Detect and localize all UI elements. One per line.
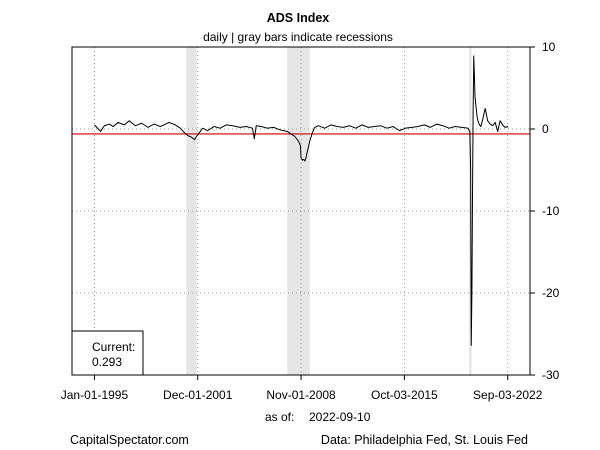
series: [94, 55, 509, 346]
footer-source-right: Data: Philadelphia Fed, St. Louis Fed: [321, 433, 528, 447]
current-box-frame: [71, 330, 144, 376]
y-tick-label-3: -10: [542, 204, 560, 218]
footer-source-left: CapitalSpectator.com: [70, 433, 189, 447]
y-tick-label-2: 0: [542, 122, 549, 136]
x-tick-label-1: Jan-01-1995: [61, 388, 129, 402]
x-tick-label-4: Oct-03-2015: [371, 388, 438, 402]
asof-label: as of:: [265, 410, 294, 424]
y-tick-label-5: -30: [542, 368, 560, 382]
recession-band-1: [186, 47, 197, 375]
current-box: Current: 0.293: [71, 330, 144, 376]
current-label: Current:: [92, 340, 135, 354]
x-tick-label-2: Dec-01-2001: [163, 388, 233, 402]
y-axis: 10 0 -10 -20 -30: [530, 40, 560, 382]
x-tick-label-5: Sep-03-2022: [473, 388, 543, 402]
asof-date: 2022-09-10: [309, 410, 371, 424]
x-axis: Jan-01-1995 Dec-01-2001 Nov-01-2008 Oct-03-…: [61, 375, 543, 402]
x-tick-label-3: Nov-01-2008: [266, 388, 336, 402]
current-value: 0.293: [92, 355, 122, 369]
y-tick-label-1: 10: [542, 40, 556, 54]
chart-subtitle: daily | gray bars indicate recessions: [203, 30, 393, 44]
y-tick-label-4: -20: [542, 286, 560, 300]
chart-title: ADS Index: [267, 11, 330, 25]
series-line-1: [94, 55, 509, 346]
recession-band-2: [287, 47, 310, 375]
